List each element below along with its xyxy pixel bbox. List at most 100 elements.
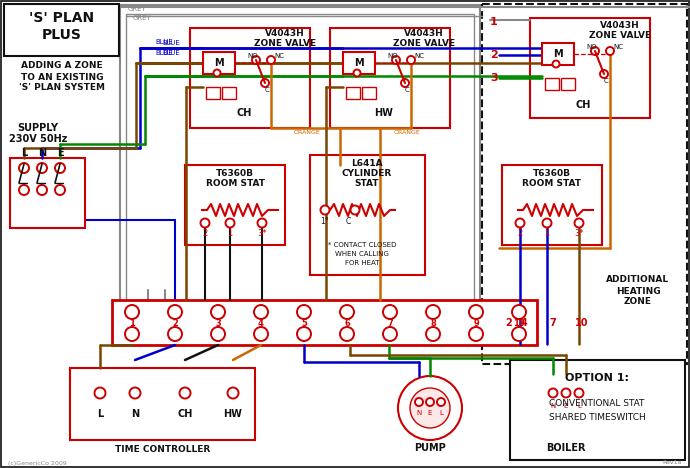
Bar [126, 14, 474, 304]
Text: 3: 3 [215, 319, 221, 328]
Circle shape [353, 70, 360, 76]
Text: C: C [346, 218, 351, 227]
Circle shape [515, 219, 524, 227]
Text: FOR HEAT: FOR HEAT [345, 260, 380, 266]
Circle shape [549, 388, 558, 397]
Circle shape [213, 70, 221, 76]
Bar [4, 4, 119, 56]
Text: 5: 5 [301, 319, 307, 328]
Text: 2: 2 [490, 54, 491, 56]
Circle shape [297, 327, 311, 341]
Circle shape [553, 60, 560, 67]
Text: C: C [404, 87, 409, 93]
Text: (c)GenericCo 2009: (c)GenericCo 2009 [8, 461, 67, 466]
Text: 1°: 1° [321, 218, 329, 227]
Text: 1: 1 [129, 319, 135, 328]
Circle shape [201, 219, 210, 227]
Circle shape [575, 388, 584, 397]
Bar [185, 165, 285, 245]
Circle shape [575, 219, 584, 227]
Circle shape [340, 305, 354, 319]
Bar [545, 78, 559, 90]
Text: 10: 10 [575, 318, 589, 328]
Text: 7: 7 [550, 318, 556, 328]
Circle shape [125, 327, 139, 341]
Circle shape [512, 305, 526, 319]
Circle shape [469, 305, 483, 319]
Text: 1: 1 [490, 17, 497, 27]
Text: BOILER: BOILER [546, 443, 586, 453]
Text: M: M [354, 58, 364, 68]
Circle shape [125, 305, 139, 319]
Text: CONVENTIONAL STAT: CONVENTIONAL STAT [549, 398, 644, 408]
Text: BLUE: BLUE [162, 40, 180, 46]
Text: BLUE: BLUE [162, 50, 180, 56]
Circle shape [179, 388, 190, 398]
Circle shape [55, 163, 65, 173]
Text: CH: CH [236, 108, 252, 118]
Text: 4: 4 [258, 319, 264, 328]
Text: HW: HW [224, 409, 242, 419]
Text: L: L [439, 410, 443, 416]
Circle shape [562, 388, 571, 397]
Bar [203, 52, 235, 74]
Text: 9: 9 [473, 319, 479, 328]
Text: E: E [57, 148, 63, 158]
Text: 3*: 3* [257, 228, 267, 237]
Circle shape [211, 305, 225, 319]
Bar [190, 28, 310, 128]
Circle shape [95, 388, 106, 398]
Text: V4043H: V4043H [265, 29, 305, 38]
Bar [206, 87, 220, 99]
Text: SHARED TIMESWITCH: SHARED TIMESWITCH [549, 414, 645, 423]
Circle shape [267, 56, 275, 64]
Bar [343, 52, 375, 74]
Text: NC: NC [414, 53, 424, 59]
Circle shape [392, 56, 400, 64]
Text: NO: NO [586, 44, 597, 50]
Circle shape [437, 398, 445, 406]
Text: T6360B: T6360B [216, 168, 254, 177]
Text: GREY: GREY [128, 6, 147, 12]
Bar [561, 78, 575, 90]
Text: 1: 1 [544, 228, 550, 237]
Circle shape [591, 47, 599, 55]
Text: CYLINDER: CYLINDER [342, 168, 392, 177]
Text: PUMP: PUMP [414, 443, 446, 453]
Circle shape [512, 327, 526, 341]
Circle shape [297, 305, 311, 319]
Circle shape [415, 398, 423, 406]
Text: C: C [604, 78, 609, 84]
Circle shape [130, 388, 141, 398]
Bar [346, 87, 360, 99]
Circle shape [37, 185, 47, 195]
Circle shape [542, 219, 551, 227]
Text: L: L [97, 409, 103, 419]
Bar [330, 28, 450, 128]
Bar [362, 87, 376, 99]
Text: TIME CONTROLLER: TIME CONTROLLER [115, 446, 210, 454]
Text: 10: 10 [513, 319, 525, 328]
Text: CH: CH [177, 409, 193, 419]
Text: 2: 2 [172, 319, 178, 328]
Circle shape [19, 185, 29, 195]
Circle shape [320, 205, 330, 214]
Text: V4043H: V4043H [404, 29, 444, 38]
Text: Rev1a: Rev1a [662, 461, 682, 466]
Bar [510, 360, 685, 460]
Circle shape [254, 305, 268, 319]
Bar [222, 87, 236, 99]
Text: CH: CH [575, 100, 591, 110]
Text: NC: NC [274, 53, 284, 59]
Bar [502, 165, 602, 245]
Text: ZONE VALVE: ZONE VALVE [254, 39, 316, 49]
Text: 6: 6 [344, 319, 350, 328]
Text: 'S' PLAN: 'S' PLAN [30, 11, 95, 25]
Text: 2: 2 [490, 50, 497, 60]
Circle shape [600, 70, 608, 78]
Text: ORANGE: ORANGE [394, 131, 421, 136]
Text: E: E [428, 410, 432, 416]
Text: 230V 50Hz: 230V 50Hz [9, 134, 67, 144]
Text: 'S' PLAN SYSTEM: 'S' PLAN SYSTEM [19, 83, 105, 93]
Circle shape [37, 163, 47, 173]
